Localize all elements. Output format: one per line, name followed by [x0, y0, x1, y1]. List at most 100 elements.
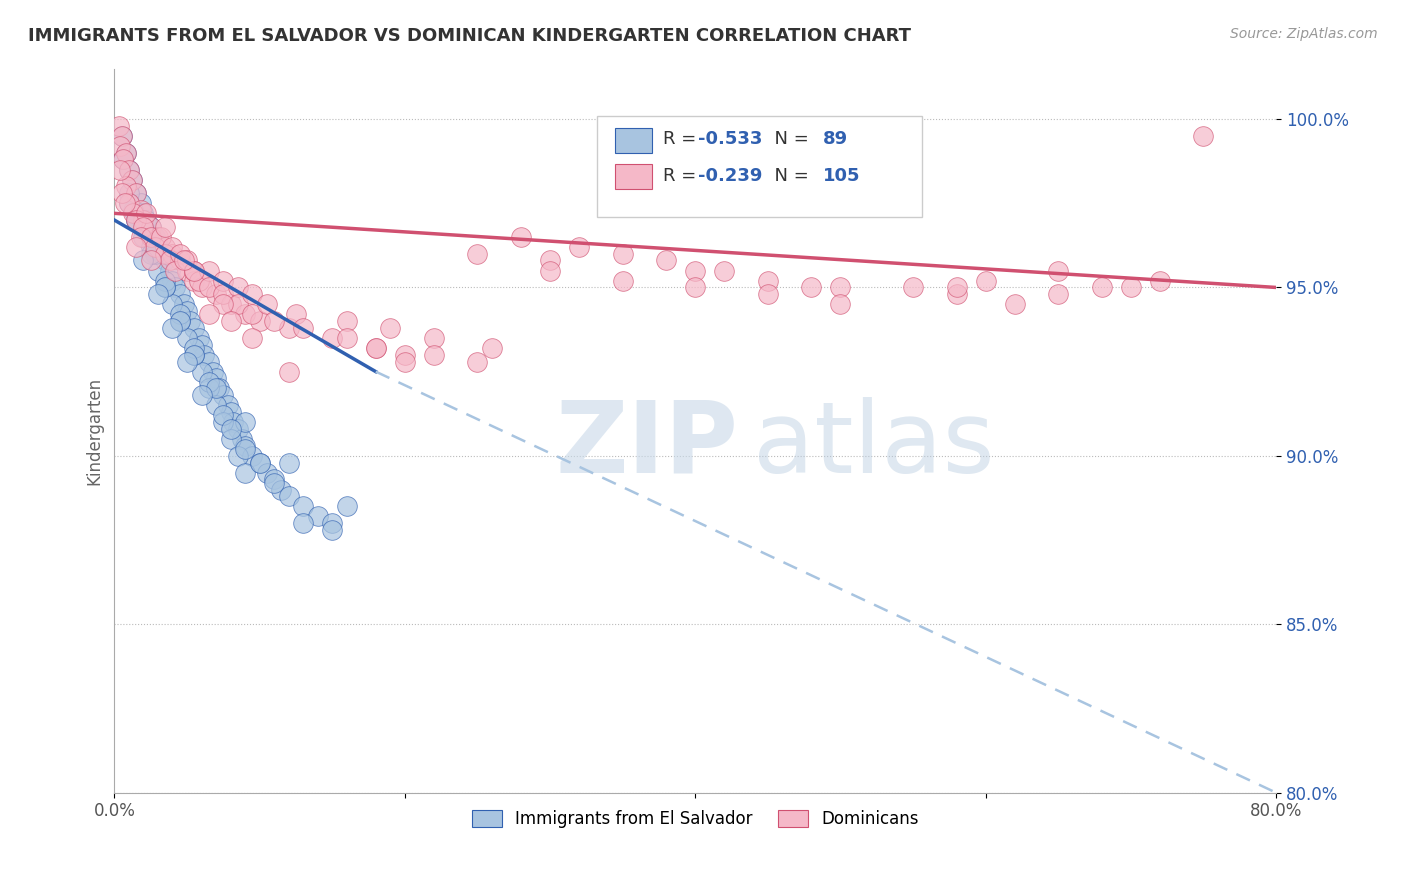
Point — [162, 240, 184, 254]
Point — [132, 219, 155, 234]
Point — [162, 321, 184, 335]
Text: -0.533: -0.533 — [697, 130, 762, 148]
Point — [226, 449, 249, 463]
Point — [169, 246, 191, 260]
Point — [226, 280, 249, 294]
Point — [256, 297, 278, 311]
Point — [830, 297, 852, 311]
Point — [307, 509, 329, 524]
Point — [112, 153, 135, 167]
Point — [159, 263, 181, 277]
Point — [155, 219, 177, 234]
Point — [176, 253, 198, 268]
Point — [467, 246, 489, 260]
Point — [125, 213, 148, 227]
Point — [176, 354, 198, 368]
Point — [132, 213, 155, 227]
Point — [336, 331, 359, 345]
Point — [219, 432, 242, 446]
Text: 89: 89 — [823, 130, 848, 148]
Point — [394, 354, 416, 368]
Point — [176, 304, 198, 318]
Point — [683, 263, 706, 277]
Point — [277, 456, 299, 470]
Point — [226, 297, 249, 311]
Point — [380, 321, 402, 335]
Point — [212, 415, 235, 429]
Point — [139, 219, 162, 234]
Point — [183, 348, 205, 362]
Point — [1047, 263, 1070, 277]
Point — [212, 274, 235, 288]
Text: ZIP: ZIP — [555, 397, 738, 493]
Point — [169, 307, 191, 321]
Point — [538, 253, 561, 268]
Point — [183, 263, 205, 277]
Point — [169, 314, 191, 328]
Point — [612, 246, 634, 260]
Point — [208, 382, 231, 396]
Point — [169, 314, 191, 328]
Point — [198, 382, 221, 396]
Point — [125, 213, 148, 227]
Point — [115, 179, 138, 194]
Point — [115, 145, 138, 160]
Point — [219, 422, 242, 436]
Text: atlas: atlas — [754, 397, 995, 493]
Point — [1119, 280, 1142, 294]
Point — [277, 321, 299, 335]
Point — [169, 253, 191, 268]
Point — [233, 442, 256, 456]
Point — [125, 186, 148, 201]
Point — [183, 321, 205, 335]
Text: N =: N = — [762, 167, 814, 185]
Point — [118, 186, 141, 201]
Point — [240, 307, 263, 321]
Point — [139, 246, 162, 260]
Point — [240, 449, 263, 463]
Point — [155, 253, 177, 268]
Point — [364, 341, 387, 355]
Point — [231, 432, 253, 446]
Point — [165, 280, 187, 294]
Point — [212, 287, 235, 301]
Point — [118, 162, 141, 177]
Point — [162, 246, 184, 260]
Point — [800, 280, 823, 294]
Point — [212, 409, 235, 423]
Point — [263, 314, 285, 328]
Point — [655, 253, 678, 268]
Point — [568, 240, 591, 254]
Point — [321, 516, 343, 531]
Point — [159, 253, 181, 268]
Point — [212, 388, 235, 402]
Point — [284, 307, 307, 321]
Point — [121, 172, 143, 186]
FancyBboxPatch shape — [614, 128, 652, 153]
Point — [233, 415, 256, 429]
Text: IMMIGRANTS FROM EL SALVADOR VS DOMINICAN KINDERGARTEN CORRELATION CHART: IMMIGRANTS FROM EL SALVADOR VS DOMINICAN… — [28, 27, 911, 45]
Point — [139, 230, 162, 244]
Point — [217, 398, 239, 412]
Point — [165, 263, 187, 277]
Point — [179, 314, 201, 328]
Point — [233, 307, 256, 321]
Point — [233, 466, 256, 480]
Point — [111, 128, 134, 143]
Point — [263, 475, 285, 490]
Point — [198, 354, 221, 368]
Text: 105: 105 — [823, 167, 860, 185]
Point — [121, 172, 143, 186]
Point — [139, 240, 162, 254]
Point — [219, 314, 242, 328]
Point — [222, 415, 245, 429]
Point — [173, 297, 195, 311]
Point — [162, 274, 184, 288]
Point — [249, 456, 271, 470]
Point — [150, 246, 173, 260]
Y-axis label: Kindergarten: Kindergarten — [86, 376, 103, 484]
Point — [270, 483, 292, 497]
Point — [111, 128, 134, 143]
Point — [190, 337, 212, 351]
Point — [1047, 287, 1070, 301]
